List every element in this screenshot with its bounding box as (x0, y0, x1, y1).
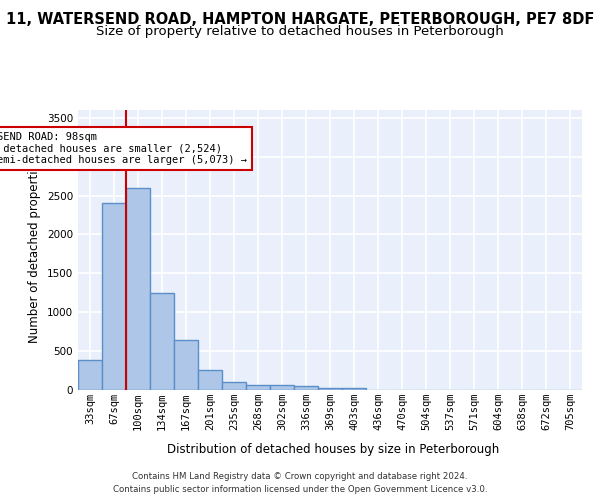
Text: 11, WATERSEND ROAD, HAMPTON HARGATE, PETERBOROUGH, PE7 8DF: 11, WATERSEND ROAD, HAMPTON HARGATE, PET… (6, 12, 594, 28)
Bar (246, 386, 270, 390)
Bar (126, 188, 150, 390)
Text: Distribution of detached houses by size in Peterborough: Distribution of detached houses by size … (167, 442, 499, 456)
Bar (174, 340, 198, 390)
Text: 11 WATERSEND ROAD: 98sqm
← 33% of detached houses are smaller (2,524)
66% of sem: 11 WATERSEND ROAD: 98sqm ← 33% of detach… (0, 132, 247, 165)
Bar (198, 370, 222, 390)
Text: Contains public sector information licensed under the Open Government Licence v3: Contains public sector information licen… (113, 485, 487, 494)
Y-axis label: Number of detached properties: Number of detached properties (28, 157, 41, 343)
Bar (102, 204, 126, 390)
Bar (150, 293, 174, 390)
Bar (318, 388, 342, 390)
Bar (294, 386, 318, 390)
Text: Contains HM Land Registry data © Crown copyright and database right 2024.: Contains HM Land Registry data © Crown c… (132, 472, 468, 481)
Bar (342, 388, 366, 390)
Bar (270, 386, 294, 390)
Bar (222, 382, 246, 390)
Bar (78, 360, 102, 390)
Text: Size of property relative to detached houses in Peterborough: Size of property relative to detached ho… (96, 25, 504, 38)
